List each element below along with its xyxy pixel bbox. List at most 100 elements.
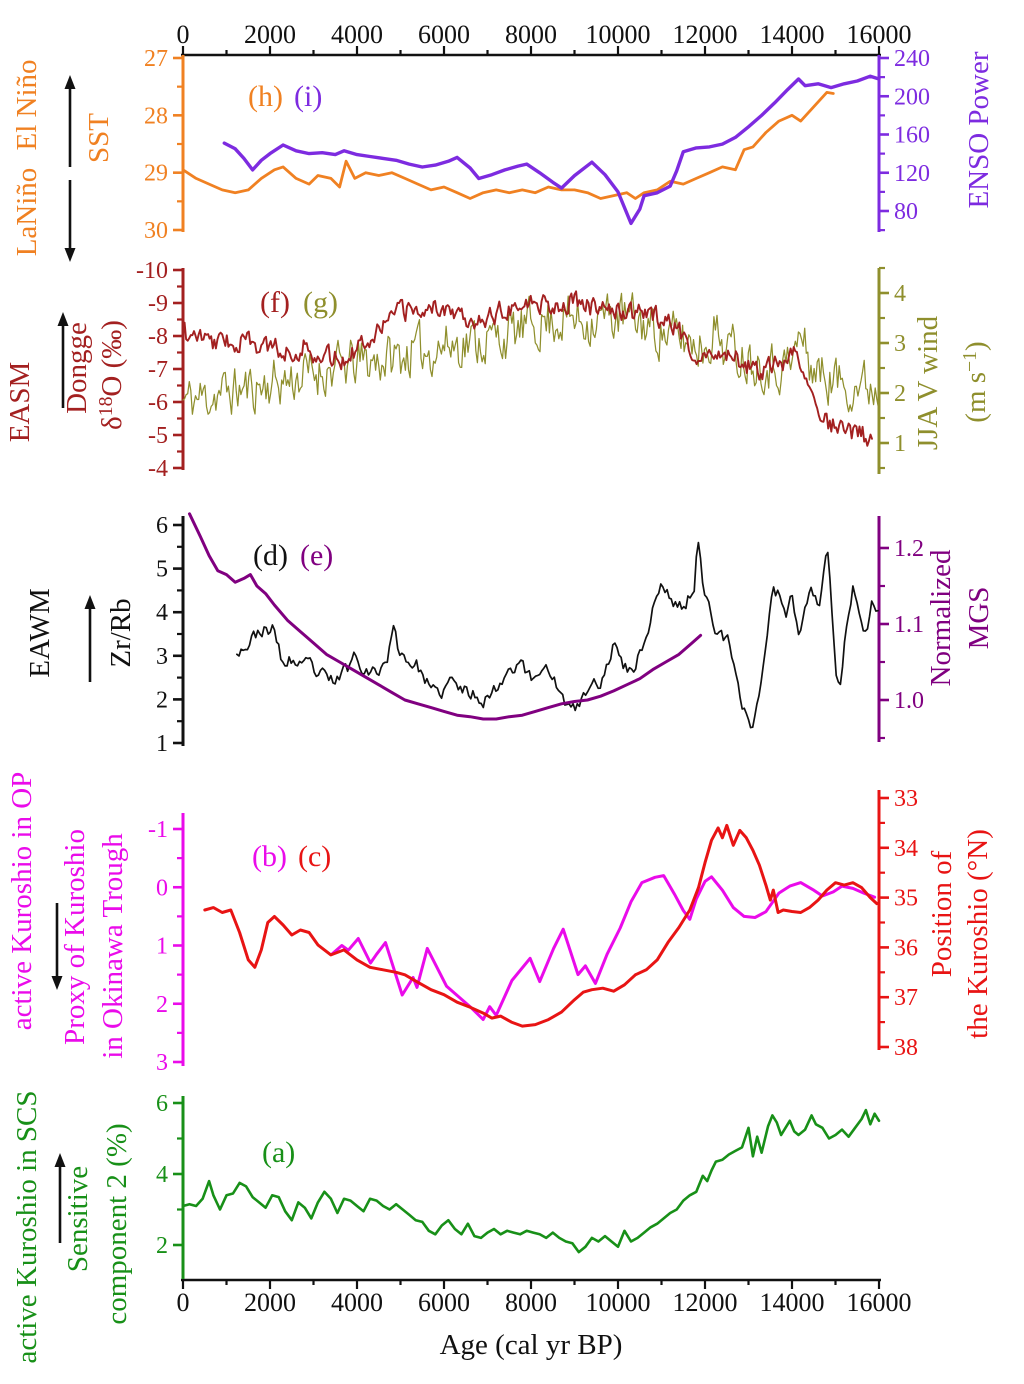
y-tick-label-mgs: 1.2	[894, 536, 924, 562]
el-nino-up-arrow-head	[64, 75, 76, 89]
x-tick-label: 12000	[673, 20, 738, 49]
label-la-nino: LaNiño	[11, 168, 43, 257]
label-the-kuroshio-n: the Kuroshio (°N)	[962, 829, 994, 1039]
label-jja-v-wind: JJA V wind	[912, 315, 944, 450]
x-tick-label: 0	[177, 1288, 190, 1317]
y-tick-label-sc2: 6	[156, 1091, 168, 1117]
y-tick-label-proxy: -1	[148, 817, 168, 843]
label-eawm: EAWM	[24, 588, 56, 678]
label-position-of-segment: Position of	[926, 850, 958, 977]
label-el-nino-segment: El Niño	[11, 59, 43, 150]
panel-letter: (d)	[253, 539, 288, 572]
y-tick-label-proxy: 2	[156, 992, 168, 1018]
x-tick-label: 14000	[760, 20, 825, 49]
series-normalized-mgs	[188, 512, 703, 721]
y-tick-label-sst: 29	[144, 161, 168, 187]
y-tick-label-proxy: 0	[156, 875, 168, 901]
y-tick-label-d18o: -7	[148, 357, 168, 383]
y-tick-label-enso: 160	[894, 123, 930, 149]
y-tick-label-sst: 28	[144, 103, 168, 129]
y-tick-label-zrrb: 3	[156, 644, 168, 670]
y-tick-label-d18o: -6	[148, 390, 168, 416]
y-tick-label-zrrb: 5	[156, 557, 168, 583]
series-dongge-d18o	[182, 290, 873, 447]
eawm-up-arrow-head	[84, 595, 96, 609]
label-sst: SST	[83, 113, 115, 163]
y-tick-label-d18o: -8	[148, 324, 168, 350]
y-tick-label-sst: 30	[144, 218, 168, 244]
panel-letter: (i)	[294, 80, 322, 113]
la-nino-down-arrow-head	[64, 248, 76, 262]
label-mgs: MGS	[963, 587, 995, 650]
label-proxy-kuroshio-segment: Proxy of Kuroshio	[59, 829, 91, 1045]
y-tick-label-proxy: 3	[156, 1050, 168, 1076]
label-zr-rb-segment: Zr/Rb	[105, 598, 137, 667]
label-ms1-segment: )	[960, 341, 992, 351]
y-tick-label-vwind: 3	[894, 331, 906, 357]
label-normalized-segment: Normalized	[925, 549, 957, 686]
label-sensitive: Sensitive	[62, 1166, 94, 1272]
label-component-2-segment: component 2 (%)	[101, 1123, 133, 1324]
y-tick-label-enso: 240	[894, 46, 930, 72]
y-tick-label-enso: 200	[894, 84, 930, 110]
label-dongge-segment: Dongge	[61, 322, 93, 414]
label-dongge: Dongge	[61, 322, 93, 414]
panel-letter: (b)	[252, 840, 287, 873]
label-enso-power: ENSO Power	[963, 51, 995, 208]
x-tick-label: 14000	[760, 1288, 825, 1317]
label-active-kuroshio-op: active Kuroshio in OP	[6, 772, 38, 1031]
y-tick-label-vwind: 2	[894, 381, 906, 407]
label-d18o-segment: O (‰)	[96, 320, 128, 397]
y-tick-label-enso: 80	[894, 199, 918, 225]
x-tick-label: 6000	[418, 20, 470, 49]
x-tick-label: 2000	[244, 1288, 296, 1317]
kuroshio-scs-up-arrow-head	[54, 1153, 66, 1167]
label-jja-v-wind-segment: JJA V wind	[912, 315, 944, 450]
label-mgs-segment: MGS	[963, 587, 995, 650]
y-tick-label-sst: 27	[144, 46, 168, 72]
label-zr-rb: Zr/Rb	[105, 598, 137, 667]
x-tick-label: 4000	[331, 20, 383, 49]
panel-letter: (e)	[300, 539, 333, 572]
label-d18o: δ18O (‰)	[95, 320, 128, 430]
y-tick-label-pos: 36	[894, 935, 918, 961]
x-tick-label: 16000	[847, 1288, 912, 1317]
label-position-of: Position of	[926, 850, 958, 977]
label-okinawa-trough-segment: in Okinawa Trough	[97, 833, 129, 1059]
label-component-2: component 2 (%)	[101, 1123, 133, 1324]
label-sst-segment: SST	[83, 113, 115, 163]
label-ms1-segment: (m s	[960, 372, 992, 423]
label-d18o-segment: δ	[96, 416, 128, 430]
x-tick-label: 12000	[673, 1288, 738, 1317]
label-proxy-kuroshio: Proxy of Kuroshio	[59, 829, 91, 1045]
series-kuroshio-proxy-ot	[330, 874, 877, 1021]
easm-up-arrow-head	[57, 312, 69, 326]
y-tick-label-pos: 37	[894, 985, 918, 1011]
label-el-nino: El Niño	[11, 59, 43, 150]
series-jja-v-wind	[182, 292, 879, 415]
x-tick-label: 2000	[244, 20, 296, 49]
y-tick-label-vwind: 1	[894, 431, 906, 457]
y-tick-label-zrrb: 2	[156, 687, 168, 713]
y-tick-label-zrrb: 6	[156, 513, 168, 539]
label-okinawa-trough: in Okinawa Trough	[97, 833, 129, 1059]
series-sst	[181, 91, 835, 200]
label-d18o-segment: 18	[95, 396, 117, 416]
y-tick-label-d18o: -9	[148, 291, 168, 317]
series-sensitive-component-2	[181, 1108, 881, 1254]
y-tick-label-pos: 34	[894, 836, 918, 862]
label-enso-power-segment: ENSO Power	[963, 51, 995, 208]
y-tick-label-sc2: 2	[156, 1233, 168, 1259]
series-enso-power	[222, 74, 881, 226]
y-tick-label-d18o: -5	[148, 423, 168, 449]
label-active-kuroshio-scs: active Kuroshio in SCS	[11, 1090, 43, 1363]
label-easm-segment: EASM	[4, 362, 36, 443]
x-tick-label: 6000	[418, 1288, 470, 1317]
x-tick-label: 16000	[847, 20, 912, 49]
label-active-kuroshio-scs-segment: active Kuroshio in SCS	[11, 1090, 43, 1363]
y-tick-label-d18o: -10	[136, 258, 168, 284]
label-sensitive-segment: Sensitive	[62, 1166, 94, 1272]
kuroshio-op-down-arrow-head	[51, 976, 63, 990]
x-axis-title: Age (cal yr BP)	[440, 1329, 623, 1361]
label-the-kuroshio-n-segment: the Kuroshio (°N)	[962, 829, 994, 1039]
